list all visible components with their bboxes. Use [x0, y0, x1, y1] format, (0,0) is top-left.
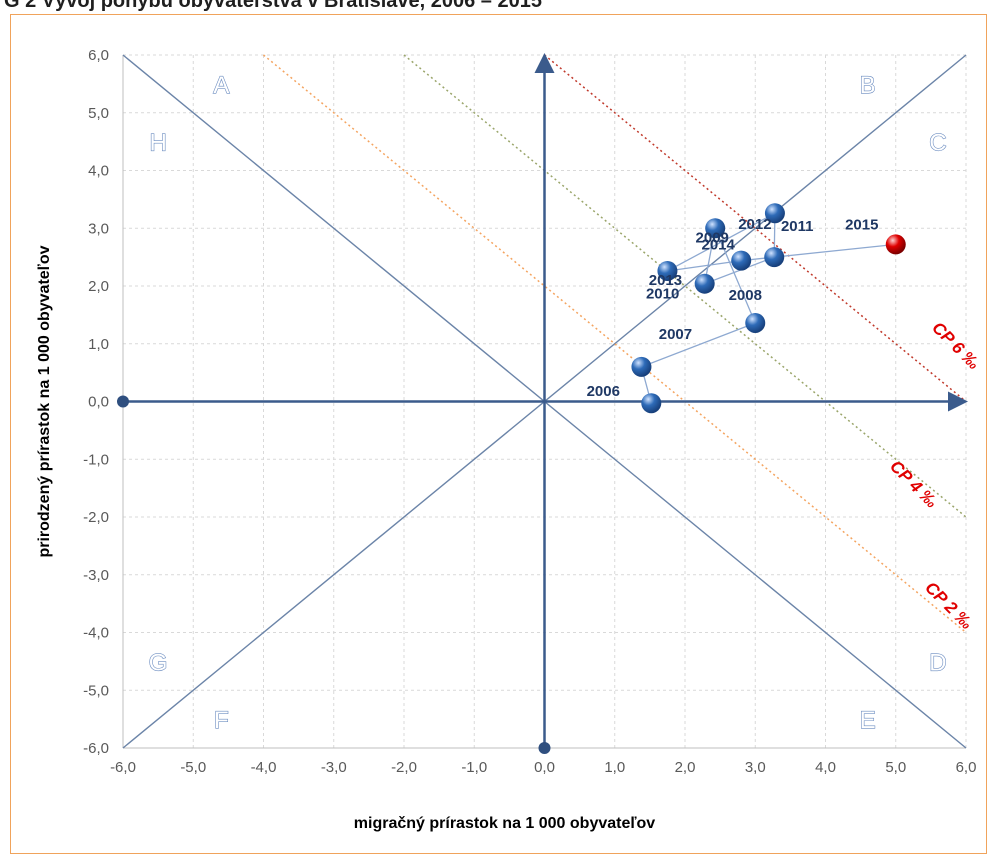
- y-tick-label: 0,0: [88, 394, 109, 411]
- point-label: 2009: [696, 229, 729, 246]
- y-tick-label: 3,0: [88, 220, 109, 237]
- quadrant-label-a: A: [213, 72, 229, 99]
- point-label: 2010: [646, 286, 679, 303]
- x-tick-label: 4,0: [815, 759, 836, 776]
- point-label: 2014: [702, 237, 736, 254]
- y-tick-label: 5,0: [88, 105, 109, 122]
- quadrant-label-g: G: [149, 649, 168, 676]
- data-point-2011: [764, 247, 785, 268]
- quadrant-label-d: D: [929, 649, 946, 676]
- quadrant-label-h: H: [149, 130, 166, 157]
- x-tick-label: 3,0: [745, 759, 766, 776]
- x-tick-label: -6,0: [110, 759, 136, 776]
- y-tick-label: 4,0: [88, 163, 109, 180]
- y-tick-label: -1,0: [83, 451, 109, 468]
- x-tick-label: -3,0: [321, 759, 347, 776]
- point-label: 2008: [729, 287, 762, 304]
- x-tick-label: 2,0: [675, 759, 696, 776]
- y-tick-label: -3,0: [83, 567, 109, 584]
- data-point-2010: [694, 273, 715, 294]
- x-tick-label: 0,0: [534, 759, 555, 776]
- x-tick-label: 5,0: [885, 759, 906, 776]
- quadrant-label-e: E: [860, 707, 876, 734]
- trajectory-line: [640, 212, 896, 404]
- cp-line: [263, 54, 967, 634]
- x-tick-label: -5,0: [180, 759, 206, 776]
- cp-line: [544, 54, 967, 403]
- x-tick-label: 1,0: [604, 759, 625, 776]
- chart-frame: [10, 14, 987, 854]
- cp-label: CP 6 ‰: [928, 318, 983, 373]
- quadrant-label-c: C: [929, 130, 946, 157]
- quadrant-label-b: B: [860, 72, 876, 99]
- cp-label: CP 4 ‰: [886, 457, 941, 512]
- x-tick-label: -2,0: [391, 759, 417, 776]
- cp-line: [403, 54, 967, 518]
- data-point-2014: [731, 250, 752, 271]
- y-tick-label: -5,0: [83, 682, 109, 699]
- x-axis-title: migračný prírastok na 1 000 obyvateľov: [354, 815, 656, 832]
- point-label: 2006: [587, 383, 620, 400]
- data-point-2013: [657, 260, 678, 281]
- cp-label: CP 2 ‰: [921, 578, 976, 633]
- x-axis-origin-dot: [117, 395, 129, 408]
- y-tick-label: -6,0: [83, 740, 109, 757]
- point-label: 2015: [845, 216, 878, 233]
- y-tick-label: 2,0: [88, 278, 109, 295]
- quadrant-label-f: F: [214, 707, 229, 734]
- x-tick-label: -1,0: [461, 759, 487, 776]
- y-tick-label: -2,0: [83, 509, 109, 526]
- data-point-2006: [641, 393, 662, 414]
- data-point-2012: [764, 203, 785, 224]
- x-tick-label: -4,0: [251, 759, 277, 776]
- x-tick-label: 6,0: [956, 759, 977, 776]
- point-label: 2007: [659, 326, 692, 343]
- data-point-2009: [705, 218, 726, 239]
- y-tick-label: 1,0: [88, 336, 109, 353]
- chart-title: G 2 Vývoj pohybu obyvateľstva v Bratisla…: [4, 0, 542, 12]
- point-label: 2013: [649, 272, 682, 289]
- data-point-2015: [885, 234, 906, 255]
- y-tick-label: -4,0: [83, 625, 109, 642]
- data-point-2008: [745, 312, 766, 333]
- y-axis-title: prirodzený prírastok na 1 000 obyvateľov: [36, 245, 53, 557]
- data-point-2007: [631, 356, 652, 377]
- point-label: 2012: [738, 216, 771, 233]
- y-tick-label: 6,0: [88, 47, 109, 64]
- y-axis-origin-dot: [538, 742, 551, 754]
- point-label: 2011: [781, 218, 814, 235]
